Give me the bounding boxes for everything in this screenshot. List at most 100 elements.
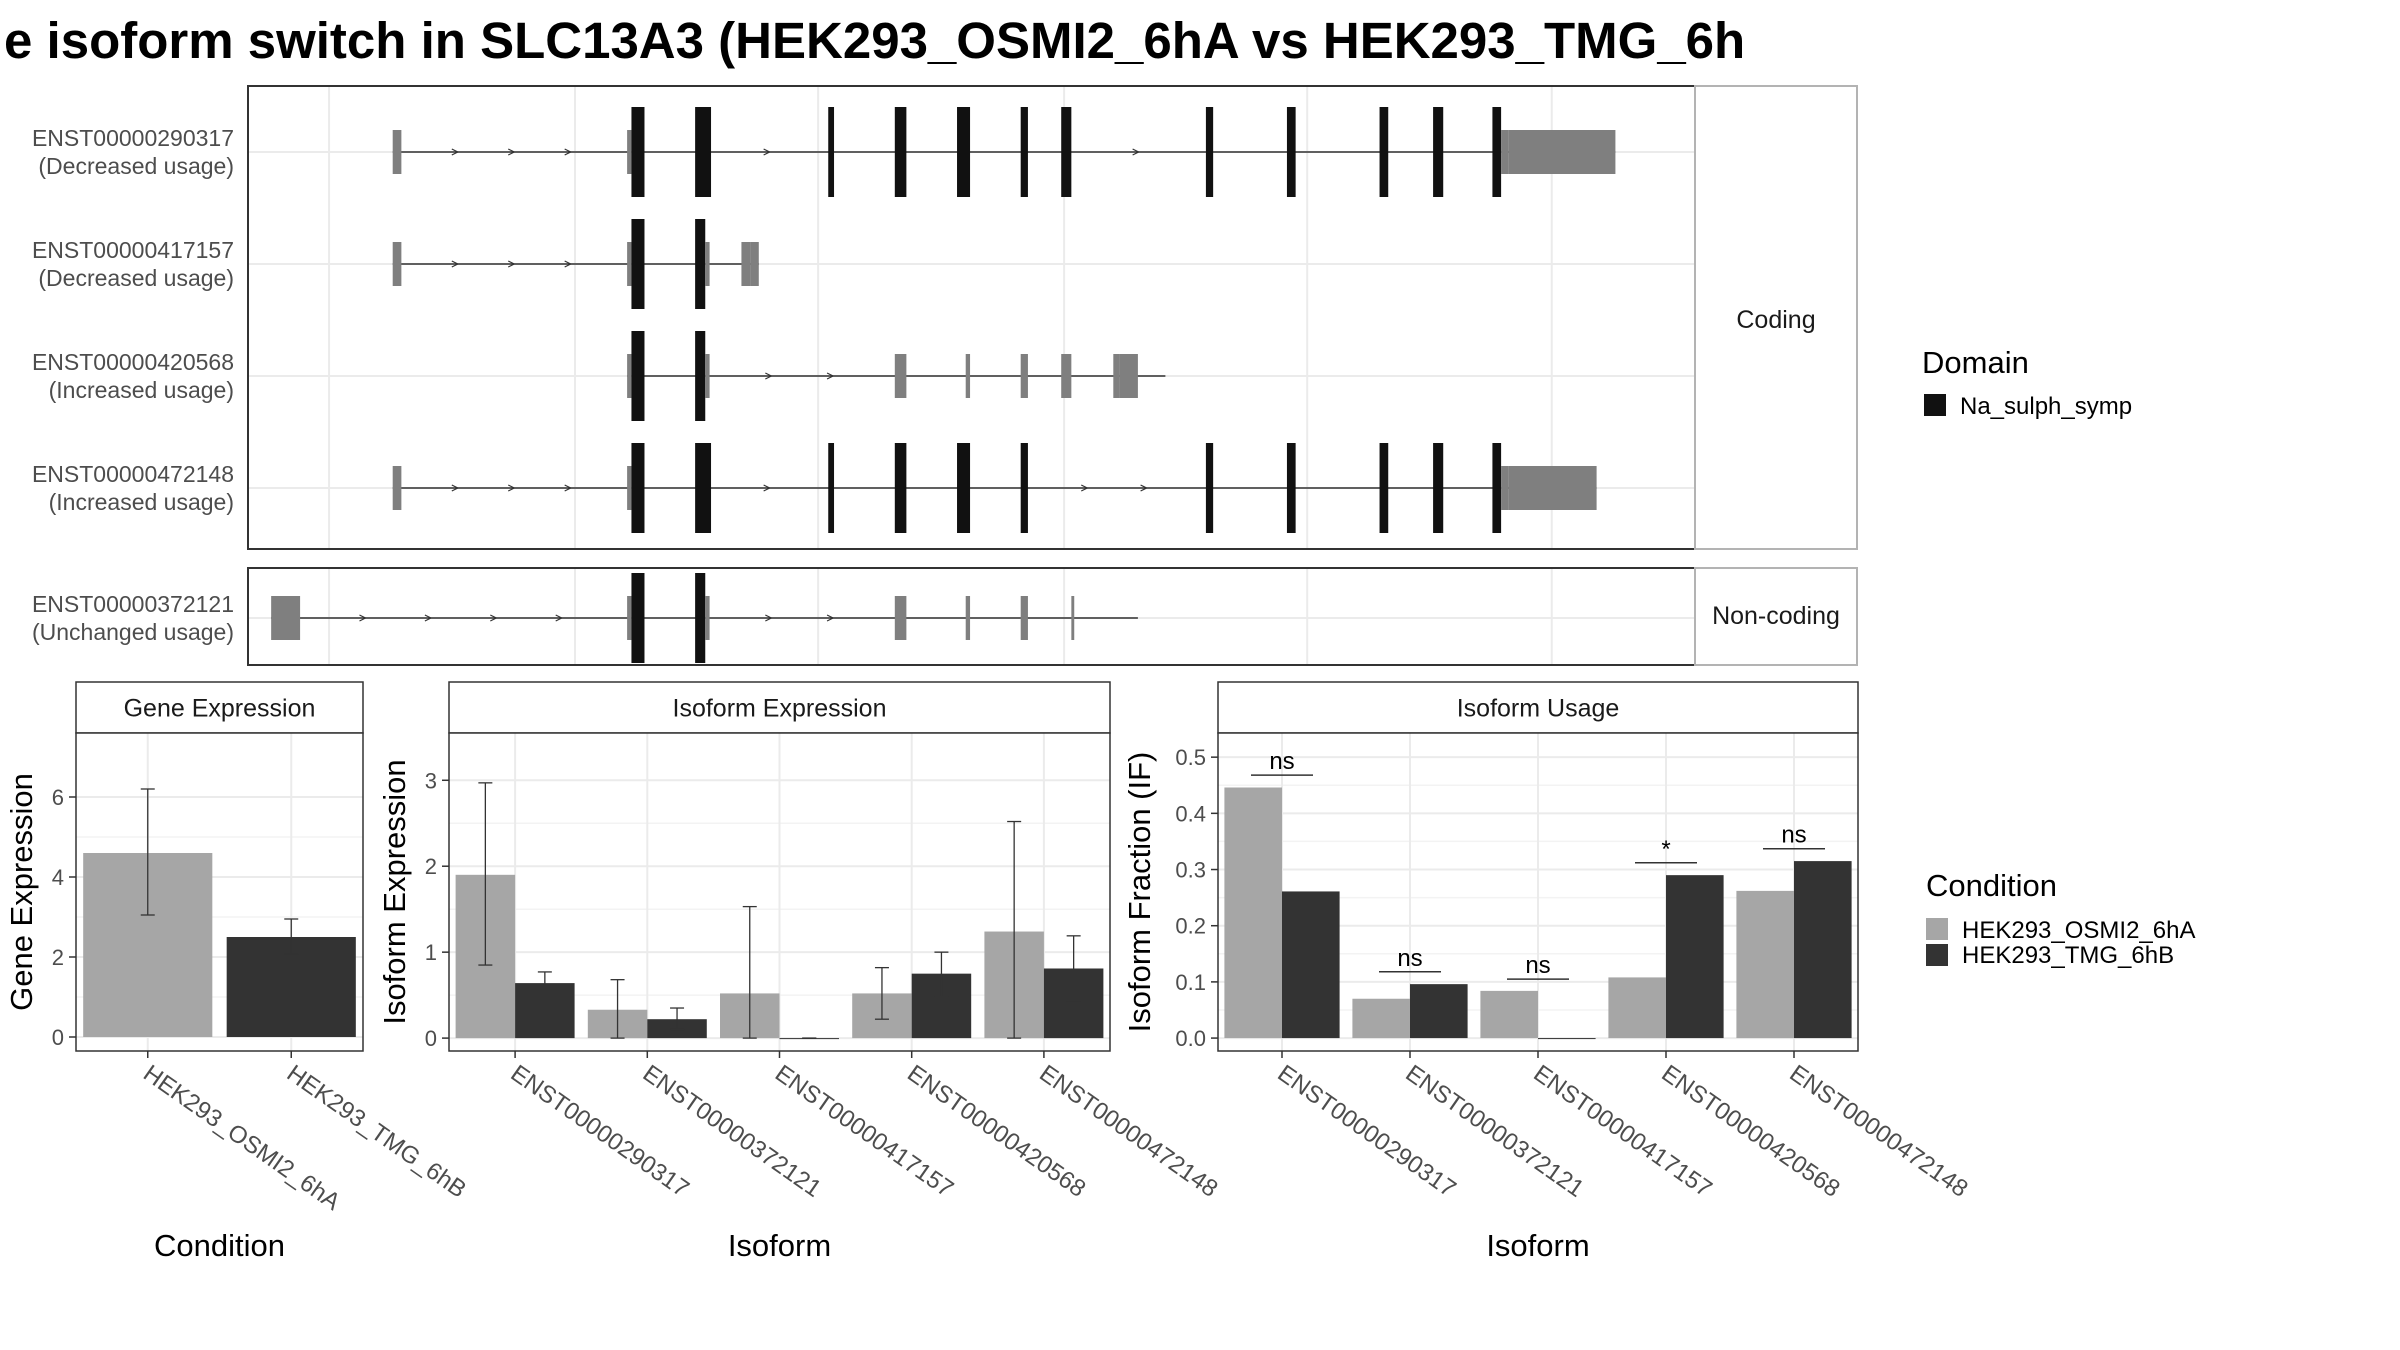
significance-label: ns: [1781, 822, 1806, 849]
exon: [627, 242, 632, 286]
utr-exon: [750, 242, 759, 286]
exon: [965, 354, 971, 398]
domain-exon: [1433, 107, 1444, 197]
exon: [627, 130, 632, 174]
noncoding-strip: [1694, 567, 1858, 666]
y-tick-label: 0.5: [1175, 745, 1206, 770]
strand-arrow: [424, 614, 433, 622]
strand-arrow: [826, 614, 835, 622]
exon: [894, 354, 907, 398]
strand-arrow: [555, 614, 564, 622]
coding-panel: [247, 85, 1696, 550]
panel-strip: [448, 681, 1111, 734]
domain-exon: [1020, 443, 1028, 533]
panel-strip: [75, 681, 364, 734]
domain-exon: [957, 443, 971, 533]
y-tick-label: 0.3: [1175, 858, 1206, 883]
domain-exon: [631, 443, 645, 533]
y-tick-label: 0: [52, 1025, 64, 1050]
x-axis-title: Isoform: [728, 1228, 831, 1263]
strand-arrow: [359, 614, 367, 622]
strand-arrow: [765, 614, 773, 622]
y-tick-label: 0.4: [1175, 801, 1206, 826]
transcript-id-label: ENST00000372121: [32, 591, 234, 617]
y-tick-label: 0.2: [1175, 914, 1206, 939]
transcript-usage-label: (Increased usage): [49, 377, 234, 403]
exon: [392, 130, 402, 174]
exon: [627, 354, 632, 398]
transcript-usage-label: (Decreased usage): [38, 265, 234, 291]
significance-label: ns: [1397, 945, 1422, 972]
domain-exon: [1205, 107, 1214, 197]
figure-title: e isoform switch in SLC13A3 (HEK293_OSMI…: [4, 12, 1745, 69]
bar: [1666, 875, 1724, 1039]
strand-arrow: [451, 148, 460, 156]
utr-exon: [1508, 466, 1597, 510]
strand-arrow: [564, 148, 573, 156]
exon: [741, 242, 751, 286]
panel-strip-title: Isoform Expression: [673, 695, 887, 723]
isoform-usage-chart: Isoform Usage 0.0 0.1 0.2 0.3 0.4 0.5 ns ns ns * ns…: [1122, 681, 1973, 1263]
transcript-track: [392, 107, 1616, 197]
domain-exon: [631, 573, 645, 663]
coding-strip: [1694, 85, 1858, 550]
strand-arrow: [451, 484, 460, 492]
strand-arrow: [507, 148, 516, 156]
strand-arrow: [1140, 484, 1148, 492]
condition-legend-title: Condition: [1926, 868, 2057, 903]
strand-arrow: [490, 614, 498, 622]
strand-arrow: [1080, 484, 1089, 492]
exon: [1071, 596, 1075, 640]
condition-legend-item-2: HEK293_TMG_6hB: [1962, 942, 2174, 969]
y-tick-label: 2: [52, 945, 64, 970]
domain-exon: [1492, 443, 1502, 533]
transcript-usage-label: (Increased usage): [49, 489, 234, 515]
transcript-track: [627, 331, 1166, 421]
y-tick-label: 0.0: [1175, 1026, 1206, 1051]
transcript-track: [271, 573, 1138, 663]
x-axis-title: Condition: [154, 1228, 285, 1263]
domain-exon: [1492, 107, 1502, 197]
y-axis-title: Isoform Fraction (IF): [1122, 752, 1157, 1033]
strand-arrow: [763, 484, 771, 492]
plot-border: [75, 732, 364, 1052]
bar: [1282, 891, 1340, 1039]
panel-strip-title: Isoform Usage: [1457, 695, 1620, 723]
transcript-usage-label: (Decreased usage): [38, 153, 234, 179]
condition-legend-key-1: [1926, 918, 1948, 940]
strand-arrow: [564, 260, 573, 268]
domain-exon: [695, 219, 706, 309]
significance-label: ns: [1269, 748, 1294, 775]
domain-exon: [1286, 107, 1296, 197]
exon: [1501, 130, 1509, 174]
utr-exon: [1119, 354, 1138, 398]
panel-strip: [1217, 681, 1859, 734]
bar: [1794, 861, 1852, 1039]
bar: [1224, 787, 1282, 1039]
exon: [705, 596, 710, 640]
y-axis-title: Gene Expression: [4, 773, 39, 1011]
strand-arrow: [765, 372, 773, 380]
condition-legend-item-1: HEK293_OSMI2_6hA: [1962, 917, 2195, 944]
y-tick-label: 1: [425, 940, 437, 965]
domain-exon: [894, 443, 907, 533]
noncoding-panel: [247, 567, 1696, 666]
strand-arrow: [564, 484, 573, 492]
transcript-id-label: ENST00000472148: [32, 461, 234, 487]
transcript-usage-label: (Unchanged usage): [32, 619, 234, 645]
domain-exon: [1205, 443, 1214, 533]
domain-exon: [1061, 107, 1072, 197]
utr-exon: [271, 596, 301, 640]
exon: [1020, 596, 1028, 640]
exon: [1113, 354, 1120, 398]
domain-legend-item: Na_sulph_symp: [1960, 393, 2132, 420]
bar: [1608, 977, 1666, 1039]
domain-legend-title: Domain: [1922, 345, 2029, 380]
domain-exon: [1286, 443, 1296, 533]
bar: [1410, 984, 1468, 1039]
exon: [1061, 354, 1072, 398]
domain-exon: [695, 331, 706, 421]
domain-exon: [1379, 107, 1389, 197]
exon: [705, 242, 710, 286]
